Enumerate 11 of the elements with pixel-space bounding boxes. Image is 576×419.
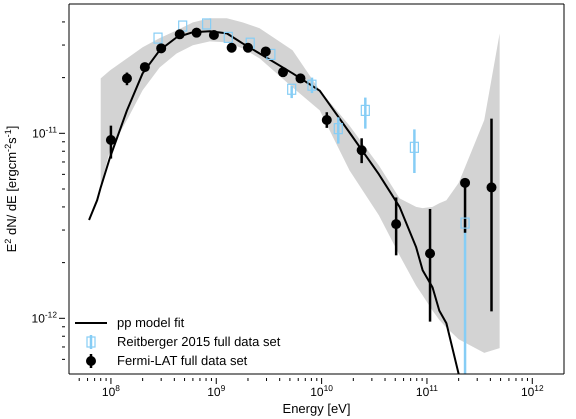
x-tick-label: 10$^{9}$ (207, 383, 226, 399)
x-tick-label: 10$^{12}$ (520, 383, 544, 399)
legend-label: pp model fit (117, 314, 184, 332)
x-tick-label: 10$^{10}$ (310, 383, 334, 399)
y-tick-label: 10$^{-11}$ (32, 124, 58, 140)
x-tick-label: 10$^{8}$ (102, 383, 120, 399)
legend-label: Fermi-LAT full data set (117, 352, 248, 370)
x-axis-title: Energy [eV] (282, 401, 350, 416)
y-tick-label: 10$^{-12}$ (32, 309, 58, 326)
x-tick-label: 10$^{11}$ (416, 383, 438, 399)
legend-label: Reitberger 2015 full data set (117, 333, 280, 351)
